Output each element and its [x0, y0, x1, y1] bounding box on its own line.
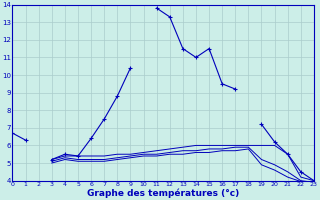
X-axis label: Graphe des températures (°c): Graphe des températures (°c): [87, 188, 239, 198]
